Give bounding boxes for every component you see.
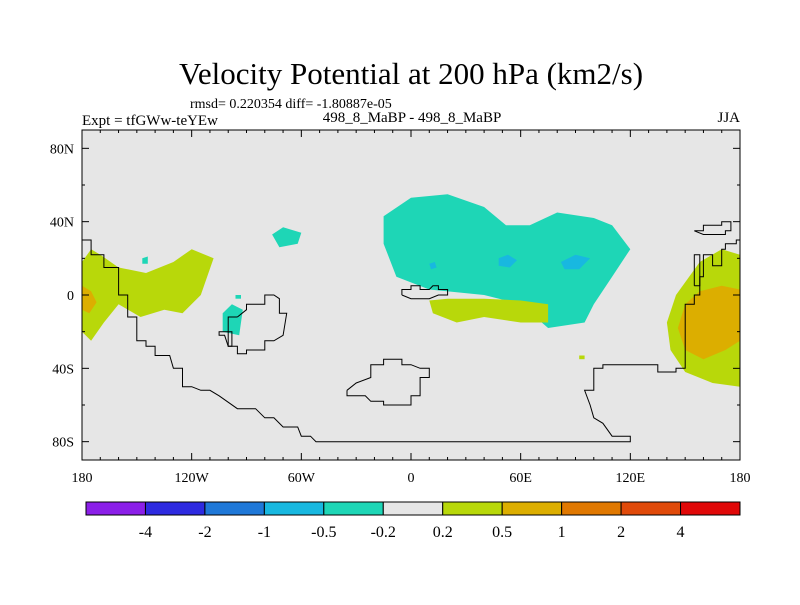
- region-pacific-east-positive: [82, 249, 214, 341]
- coastlines: [82, 221, 740, 443]
- region-asia-negative-core-west: [498, 254, 517, 268]
- x-tick-label: 180: [72, 471, 93, 486]
- colorbar-label: 0.2: [433, 524, 453, 541]
- region-pacific-east-positive-core: [82, 285, 97, 314]
- region-indian-ocean-positive: [429, 298, 549, 323]
- gulf-outline: [227, 331, 233, 347]
- x-tick-label: 0: [408, 471, 415, 486]
- colorbar-swatch: [680, 501, 741, 516]
- x-tick-label: 120W: [175, 471, 210, 486]
- left-label: Expt = tfGWw-teYEw: [82, 113, 218, 129]
- x-tick-label: 180: [730, 471, 751, 486]
- x-axis: 180 120W 60W 0 60E 120E 180: [72, 130, 751, 486]
- colorbar-label: -0.2: [371, 524, 396, 541]
- colorbar-label: 2: [617, 524, 625, 541]
- colorbar-swatch: [323, 501, 384, 516]
- colorbar-swatch: [204, 501, 265, 516]
- central-america-outline: [218, 294, 288, 355]
- x-tick-label: 60W: [288, 471, 316, 486]
- right-label: JJA: [717, 110, 740, 126]
- region-asia-negative-core-east: [560, 254, 591, 270]
- colorbar-label: 0.5: [492, 524, 512, 541]
- colorbar-label: -0.5: [311, 524, 336, 541]
- x-tick-label: 60E: [509, 471, 532, 486]
- colorbar-label: -4: [139, 524, 152, 541]
- colorbar-swatch: [85, 501, 146, 516]
- region-atlantic-negative-blob: [272, 227, 302, 248]
- colorbar-label: 1: [558, 524, 566, 541]
- region-asia-negative-core-small: [429, 262, 437, 270]
- colorbar-swatch: [263, 501, 325, 516]
- y-tick-label: 80N: [50, 142, 74, 157]
- colorbar-swatch: [620, 501, 682, 516]
- colorbar-swatch: [442, 501, 503, 516]
- y-tick-label: 80S: [52, 436, 74, 451]
- colorbar-label: -2: [198, 524, 211, 541]
- colorbar-label: -1: [258, 524, 271, 541]
- y-tick-label: 40N: [50, 216, 74, 231]
- australia-outline: [693, 254, 701, 287]
- region-small-positive: [579, 355, 585, 360]
- colorbar-swatch: [501, 501, 563, 516]
- x-tick-label: 120E: [616, 471, 646, 486]
- arabia-outline: [401, 285, 449, 300]
- stats-line: rmsd= 0.220354 diff= -1.80887e-05: [190, 97, 392, 112]
- region-small-negative-a: [142, 256, 148, 264]
- north-pacific-outline: [694, 221, 732, 235]
- colorbar: -4 -2 -1 -0.5 -0.2 0.2 0.5 1 2 4: [85, 501, 741, 541]
- chart-title: Velocity Potential at 200 hPa (km2/s): [179, 56, 643, 91]
- y-tick-label: 0: [67, 289, 74, 304]
- y-tick-label: 40S: [52, 362, 74, 377]
- center-label: 498_8_MaBP - 498_8_MaBP: [323, 110, 502, 126]
- africa-outline: [346, 358, 430, 406]
- colorbar-label: 4: [677, 524, 685, 541]
- colorbar-swatch: [382, 501, 444, 516]
- region-small-negative-b: [235, 295, 241, 299]
- americas-coastline: [82, 239, 740, 443]
- y-axis: 80N 40N 0 40S 80S: [50, 142, 740, 451]
- colorbar-swatch: [144, 501, 206, 516]
- colorbar-swatch: [561, 501, 622, 516]
